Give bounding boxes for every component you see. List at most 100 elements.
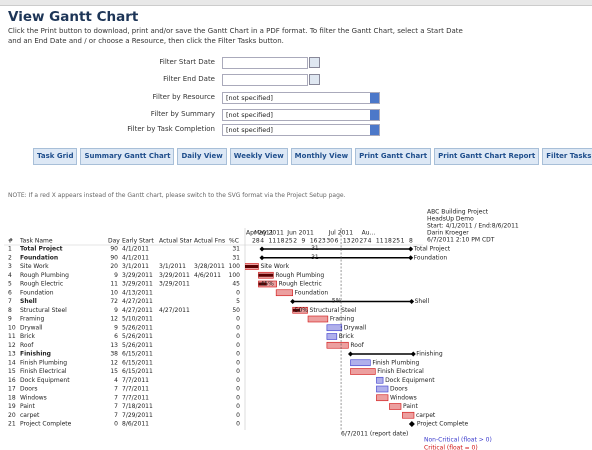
calendar-button[interactable] <box>309 57 320 68</box>
task-days: 10 <box>110 289 118 296</box>
early-start: 5/26/2011 <box>122 342 153 349</box>
bar-label: Rough Plumbing <box>275 272 324 279</box>
progress-bar <box>258 282 267 286</box>
bar-label: Foundation <box>295 289 329 296</box>
report-date-label: 6/7/2011 (report date) <box>341 431 408 438</box>
filter-label: Filter End Date <box>163 75 215 83</box>
week-label: 18 <box>277 238 285 245</box>
week-label: 9 <box>302 238 306 245</box>
percent-complete: 0 <box>236 403 240 410</box>
legend-entry: Non-Critical (float > 0) <box>424 437 492 444</box>
button[interactable]: Task Grid <box>33 148 78 165</box>
week-label: 2 <box>293 238 297 245</box>
week-label: 28 <box>252 238 260 245</box>
actual-start: 3/29/2011 <box>159 272 190 279</box>
percent-complete: 5 <box>236 298 240 305</box>
task-bar <box>402 411 415 419</box>
task-bar <box>376 394 389 402</box>
task-name: Finish Electrical <box>20 368 67 375</box>
row-number: 12 <box>8 342 16 349</box>
month-label: Apr 2011 <box>246 230 274 237</box>
select-box[interactable]: [not specified] <box>222 109 380 121</box>
row-number: 14 <box>8 359 16 366</box>
row-number: 20 <box>8 412 16 419</box>
button[interactable]: Summary Gantt Chart <box>80 148 175 165</box>
early-start: 3/1/2011 <box>122 263 149 270</box>
percent-complete: 0 <box>236 289 240 296</box>
percent-complete: 31 <box>232 254 240 261</box>
task-days: 6 <box>114 333 118 340</box>
button[interactable]: Daily View <box>177 148 227 165</box>
row-number: 18 <box>8 394 16 401</box>
early-start: 5/10/2011 <box>122 316 153 323</box>
task-name: Paint <box>20 403 35 410</box>
select-box[interactable]: [not specified] <box>222 124 380 136</box>
row-number: 11 <box>8 333 16 340</box>
summary-end <box>408 246 414 252</box>
task-bar <box>326 341 349 349</box>
row-number: 7 <box>8 298 12 305</box>
progress-bar <box>292 308 301 312</box>
filter-label: Filter by Summary <box>150 110 215 118</box>
legend-entry: Critical (float = 0) <box>424 445 478 450</box>
percent-complete: 100 <box>229 272 241 279</box>
bar-label: Windows <box>390 394 417 401</box>
row-number: 17 <box>8 386 16 393</box>
bar-label: Foundation <box>414 254 448 261</box>
task-name: Foundation <box>20 289 54 296</box>
percent-complete: 45 <box>232 281 240 288</box>
select-box[interactable]: [not specified] <box>222 92 380 104</box>
bar-label: Structural Steel <box>310 307 357 314</box>
progress-bar <box>245 265 259 268</box>
summary-end <box>290 299 296 304</box>
task-name: Project Complete <box>20 421 72 428</box>
bar-label: Project Complete <box>417 421 469 428</box>
button[interactable]: Print Gantt Chart <box>355 148 432 165</box>
filter-label: Filter by Task Completion <box>127 125 215 133</box>
month-label: Au... <box>362 230 376 237</box>
progress-bar <box>258 273 274 277</box>
dropdown-arrow[interactable] <box>370 125 379 135</box>
week-label: 11 <box>269 238 277 245</box>
bar-percent: 31 <box>311 245 319 252</box>
bar-percent: 50% <box>295 307 309 314</box>
task-name: Roof <box>20 342 34 349</box>
task-days: 20 <box>110 263 118 270</box>
row-number: 4 <box>8 272 12 279</box>
week-label: 4 <box>368 238 372 245</box>
task-name: Total Project <box>20 246 63 253</box>
summary-end <box>259 255 265 261</box>
button[interactable]: Monthly View <box>290 148 353 165</box>
project-info: ABC Building Project <box>427 209 489 216</box>
bar-label: Finish Plumbing <box>372 359 419 366</box>
dropdown-arrow[interactable] <box>370 110 379 120</box>
month-label: May 2011 <box>254 230 284 237</box>
milestone <box>408 421 415 427</box>
button[interactable]: Weekly View <box>229 148 288 165</box>
description: and an End Date and / or choose a Resour… <box>8 37 284 45</box>
week-label: 8 <box>409 238 413 245</box>
task-name: carpet <box>20 412 40 419</box>
bar-label: Brick <box>339 333 355 340</box>
column-header: # <box>8 238 13 245</box>
bar-label: Rough Electric <box>279 281 322 288</box>
early-start: 7/7/2011 <box>122 394 149 401</box>
date-input[interactable] <box>222 57 308 69</box>
task-days: 9 <box>114 307 118 314</box>
dropdown-arrow[interactable] <box>370 93 379 103</box>
task-days: 72 <box>110 298 118 305</box>
summary-end <box>410 351 416 357</box>
bar-label: Dock Equipment <box>385 377 435 384</box>
task-days: 38 <box>110 351 118 358</box>
week-label: 4 <box>260 238 264 245</box>
task-days: 90 <box>110 246 118 253</box>
column-header: Early Start <box>122 238 154 245</box>
summary-end <box>409 299 415 304</box>
date-input[interactable] <box>222 74 308 86</box>
early-start: 8/6/2011 <box>122 421 149 428</box>
button[interactable]: Filter Tasks <box>542 148 592 165</box>
button[interactable]: Print Gantt Chart Report <box>434 148 540 165</box>
calendar-button[interactable] <box>309 74 320 85</box>
